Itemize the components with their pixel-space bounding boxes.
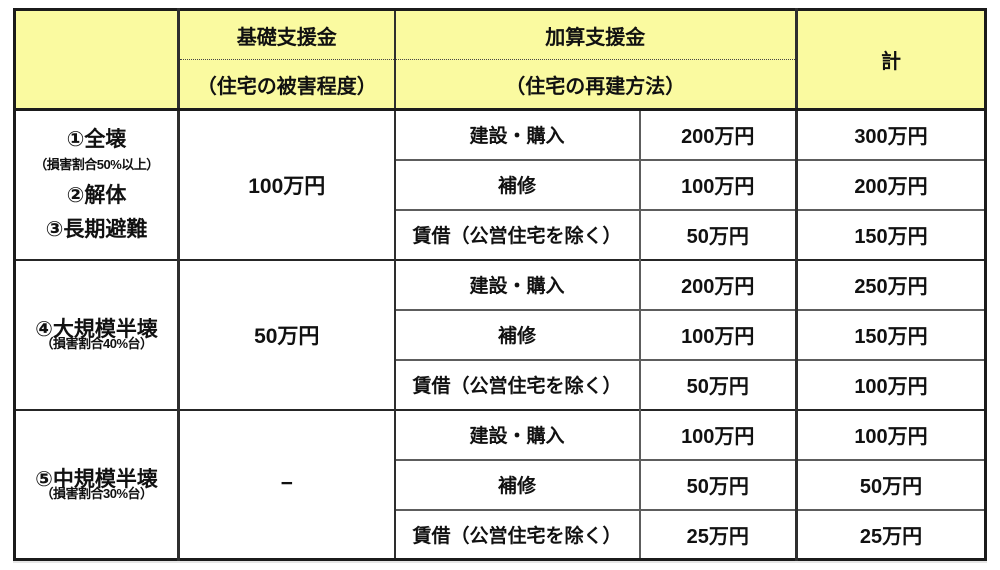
addition-amount-cell: 50万円 xyxy=(638,208,797,260)
table-row: 賃借（公営住宅を除く） 25万円 25万円 xyxy=(15,508,986,560)
category-cell-group2: ④大規模半壊 （損害割合40%台） xyxy=(14,258,179,410)
header-cell-total: 計 xyxy=(795,9,986,111)
basic-support-header-stack: 基礎支援金 （住宅の被害程度） xyxy=(180,11,394,108)
total-amount-cell: 200万円 xyxy=(795,158,986,210)
total-amount-cell: 25万円 xyxy=(795,508,986,560)
category-note: （損害割合40%台） xyxy=(40,335,153,351)
category-line: ①全壊 xyxy=(66,128,127,152)
total-amount-cell: 100万円 xyxy=(795,408,986,460)
method-cell: 補修 xyxy=(393,158,640,210)
category-stack-group2: ④大規模半壊 （損害割合40%台） xyxy=(16,261,177,409)
total-amount-cell: 100万円 xyxy=(795,358,986,410)
basic-amount-cell: − xyxy=(177,408,395,560)
basic-support-subtitle: （住宅の被害程度） xyxy=(180,59,394,108)
addition-amount-cell: 50万円 xyxy=(638,458,797,510)
addition-amount-cell: 50万円 xyxy=(638,358,797,410)
table-row: ①全壊 （損害割合50%以上） ②解体 ③長期避難 100万円 建設・購入 20… xyxy=(14,108,986,260)
category-note: （損害割合30%台） xyxy=(40,485,153,501)
table-row: 補修 50万円 50万円 xyxy=(15,458,986,510)
table-row: ⑤中規模半壊 （損害割合30%台） − 建設・購入 100万円 100万円 xyxy=(14,408,986,560)
category-block: ⑤中規模半壊 （損害割合30%台） xyxy=(35,468,158,501)
table-header: 基礎支援金 （住宅の被害程度） 加算支援金 （住宅の再建方法） 計 xyxy=(14,9,986,111)
category-line: ②解体 xyxy=(66,183,127,207)
method-cell: 建設・購入 xyxy=(393,108,640,160)
category-line: ⑤中規模半壊 xyxy=(35,467,158,491)
header-cell-category-blank xyxy=(14,9,179,111)
addition-amount-cell: 25万円 xyxy=(638,508,797,560)
addition-amount-cell: 100万円 xyxy=(638,408,797,460)
category-cell-group3: ⑤中規模半壊 （損害割合30%台） xyxy=(14,408,179,560)
category-stack-group1: ①全壊 （損害割合50%以上） ②解体 ③長期避難 xyxy=(16,111,177,259)
table-row: 賃借（公営住宅を除く） 50万円 150万円 xyxy=(15,208,986,260)
total-amount-cell: 50万円 xyxy=(795,458,986,510)
method-cell: 建設・購入 xyxy=(393,408,640,460)
header-row: 基礎支援金 （住宅の被害程度） 加算支援金 （住宅の再建方法） 計 xyxy=(14,9,986,111)
table-row: 補修 100万円 200万円 xyxy=(15,158,986,210)
category-block: ④大規模半壊 （損害割合40%台） xyxy=(35,318,158,351)
total-amount-cell: 300万円 xyxy=(795,108,986,160)
support-payment-table: 基礎支援金 （住宅の被害程度） 加算支援金 （住宅の再建方法） 計 xyxy=(13,8,987,561)
basic-amount-cell: 50万円 xyxy=(177,258,395,410)
addition-support-subtitle: （住宅の再建方法） xyxy=(395,59,795,108)
addition-amount-cell: 100万円 xyxy=(638,308,797,360)
addition-support-header-stack: 加算支援金 （住宅の再建方法） xyxy=(395,11,795,108)
addition-amount-cell: 200万円 xyxy=(638,258,797,310)
total-amount-cell: 150万円 xyxy=(795,208,986,260)
header-cell-basic-support: 基礎支援金 （住宅の被害程度） xyxy=(177,9,395,111)
addition-amount-cell: 200万円 xyxy=(638,108,797,160)
table-row: ④大規模半壊 （損害割合40%台） 50万円 建設・購入 200万円 250万円 xyxy=(14,258,986,410)
category-line: ④大規模半壊 xyxy=(35,317,158,341)
basic-amount-cell: 100万円 xyxy=(177,108,395,260)
method-cell: 補修 xyxy=(393,308,640,360)
table-row: 補修 100万円 150万円 xyxy=(15,308,986,360)
category-note: （損害割合50%以上） xyxy=(34,157,159,173)
category-stack-group3: ⑤中規模半壊 （損害割合30%台） xyxy=(16,411,177,559)
method-cell: 賃借（公営住宅を除く） xyxy=(393,508,640,560)
method-cell: 賃借（公営住宅を除く） xyxy=(393,358,640,410)
addition-amount-cell: 100万円 xyxy=(638,158,797,210)
basic-support-title: 基礎支援金 xyxy=(236,26,337,49)
header-cell-addition-support: 加算支援金 （住宅の再建方法） xyxy=(393,9,797,111)
method-cell: 建設・購入 xyxy=(393,258,640,310)
category-cell-group1: ①全壊 （損害割合50%以上） ②解体 ③長期避難 xyxy=(14,108,179,260)
method-cell: 補修 xyxy=(393,458,640,510)
table-body: ①全壊 （損害割合50%以上） ②解体 ③長期避難 100万円 建設・購入 20… xyxy=(14,108,986,560)
method-cell: 賃借（公営住宅を除く） xyxy=(393,208,640,260)
table-row: 賃借（公営住宅を除く） 50万円 100万円 xyxy=(15,358,986,410)
total-amount-cell: 150万円 xyxy=(795,308,986,360)
category-line: ③長期避難 xyxy=(45,218,148,242)
addition-support-title: 加算支援金 xyxy=(545,26,646,49)
total-amount-cell: 250万円 xyxy=(795,258,986,310)
